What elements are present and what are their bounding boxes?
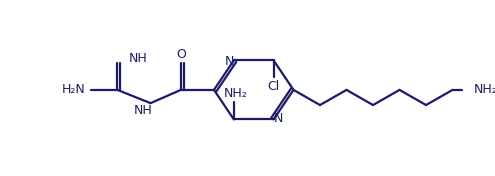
Text: NH₂: NH₂ <box>473 83 495 96</box>
Text: N: N <box>224 55 234 68</box>
Text: NH: NH <box>134 104 152 117</box>
Text: Cl: Cl <box>267 80 280 93</box>
Text: NH: NH <box>129 52 148 65</box>
Text: H₂N: H₂N <box>62 83 86 96</box>
Text: O: O <box>176 48 186 61</box>
Text: NH₂: NH₂ <box>224 87 248 100</box>
Text: N: N <box>274 112 283 125</box>
